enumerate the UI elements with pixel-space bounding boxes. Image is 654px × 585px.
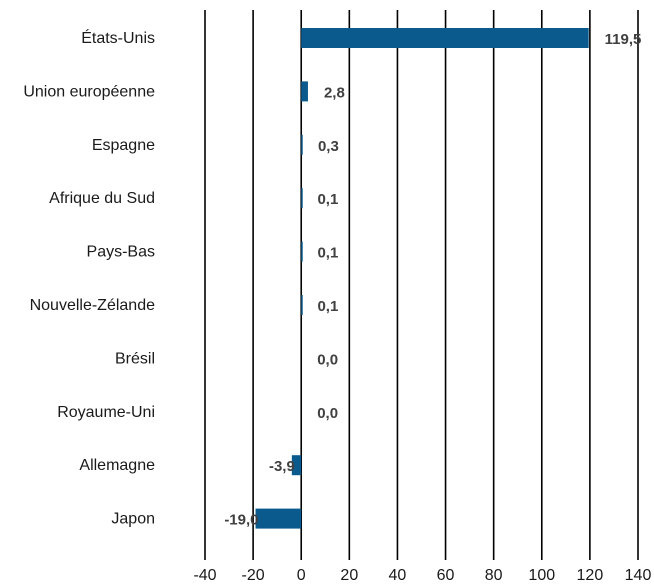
category-label: Allemagne xyxy=(79,457,155,474)
x-tick-labels: -40 -20 0 20 40 60 80 100 120 140 xyxy=(193,567,651,584)
category-label: Espagne xyxy=(92,137,155,154)
x-tick-label: 20 xyxy=(340,567,358,584)
gridlines xyxy=(204,10,639,560)
category-label: Union européenne xyxy=(23,83,155,100)
x-tick-label: 100 xyxy=(528,567,555,584)
bar xyxy=(301,241,303,262)
bar xyxy=(255,508,302,529)
category-label: Brésil xyxy=(115,350,155,367)
data-label: 0,0 xyxy=(317,351,338,368)
data-label: 2,8 xyxy=(324,84,345,101)
category-label: Nouvelle-Zélande xyxy=(30,297,156,314)
x-tick-label: 40 xyxy=(389,567,407,584)
bar xyxy=(301,295,303,315)
x-tick-label: -20 xyxy=(242,567,265,584)
category-label: Pays-Bas xyxy=(87,244,155,261)
bar xyxy=(301,188,303,209)
data-label: 0,1 xyxy=(317,191,338,208)
x-tick-label: 0 xyxy=(297,567,306,584)
data-label: 119,5 xyxy=(605,31,642,48)
bar xyxy=(301,28,589,48)
category-label: États-Unis xyxy=(81,28,155,47)
data-label: 0,1 xyxy=(317,298,338,315)
x-tick-label: 60 xyxy=(437,567,455,584)
x-tick-label: -40 xyxy=(193,567,216,584)
bars xyxy=(255,28,589,529)
bar xyxy=(301,134,303,155)
data-label: -19,0 xyxy=(224,512,258,529)
value-labels: 119,5 2,8 0,3 0,1 0,1 0,1 0,0 0,0 -3,9 -19,0 xyxy=(224,31,641,529)
bar xyxy=(291,455,302,476)
data-label: 0,3 xyxy=(318,138,339,155)
category-labels: États-Unis Union européenne Espagne Afrique… xyxy=(23,28,155,528)
data-label: 0,1 xyxy=(317,245,338,262)
bar xyxy=(301,81,308,102)
category-label: Royaume-Uni xyxy=(57,404,155,421)
data-label: -3,9 xyxy=(269,458,295,475)
data-label: 0,0 xyxy=(317,405,338,422)
category-label: Afrique du Sud xyxy=(49,190,155,207)
x-tick-label: 120 xyxy=(577,567,604,584)
x-tick-label: 80 xyxy=(485,567,503,584)
category-label: Japon xyxy=(111,511,155,528)
x-tick-label: 140 xyxy=(625,567,652,584)
